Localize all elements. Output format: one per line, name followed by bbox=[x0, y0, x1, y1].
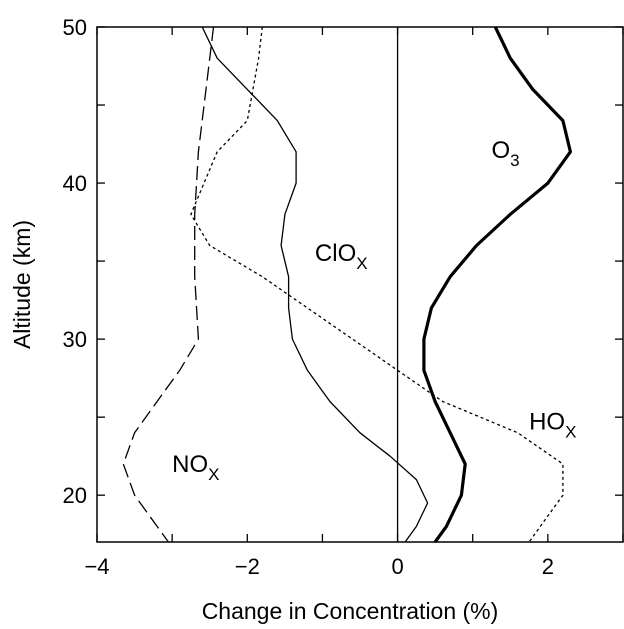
series-line-o3 bbox=[422, 26, 573, 543]
x-axis-label: Change in Concentration (%) bbox=[202, 598, 499, 624]
x-tick-label: −2 bbox=[235, 554, 260, 579]
y-tick-label: 50 bbox=[63, 15, 87, 40]
series-label-clox: ClOX bbox=[315, 240, 368, 273]
y-tick-label: 40 bbox=[63, 171, 87, 196]
series-label-hox: HOX bbox=[529, 409, 576, 442]
plot-area: O3 ClOX HOX NOX −4 −2 0 2 20 30 40 50 bbox=[63, 15, 624, 579]
series-labels: O3 ClOX HOX NOX bbox=[172, 137, 576, 484]
series-line-hox bbox=[190, 26, 564, 543]
series-label-o3: O3 bbox=[492, 137, 520, 170]
x-tick-label: 2 bbox=[542, 554, 554, 579]
y-tick-label: 20 bbox=[63, 483, 87, 508]
series-label-nox: NOX bbox=[172, 451, 219, 484]
series-line-clox bbox=[201, 26, 429, 543]
plot-frame bbox=[96, 26, 624, 543]
series-lines bbox=[122, 26, 573, 543]
y-axis-label: Altitude (km) bbox=[9, 220, 35, 349]
axis-ticks bbox=[96, 26, 624, 542]
y-tick-label: 30 bbox=[63, 327, 87, 352]
x-tick-label: 0 bbox=[391, 554, 403, 579]
series-line-nox bbox=[122, 26, 215, 543]
x-tick-label: −4 bbox=[84, 554, 109, 579]
tick-labels: −4 −2 0 2 20 30 40 50 bbox=[63, 15, 554, 579]
